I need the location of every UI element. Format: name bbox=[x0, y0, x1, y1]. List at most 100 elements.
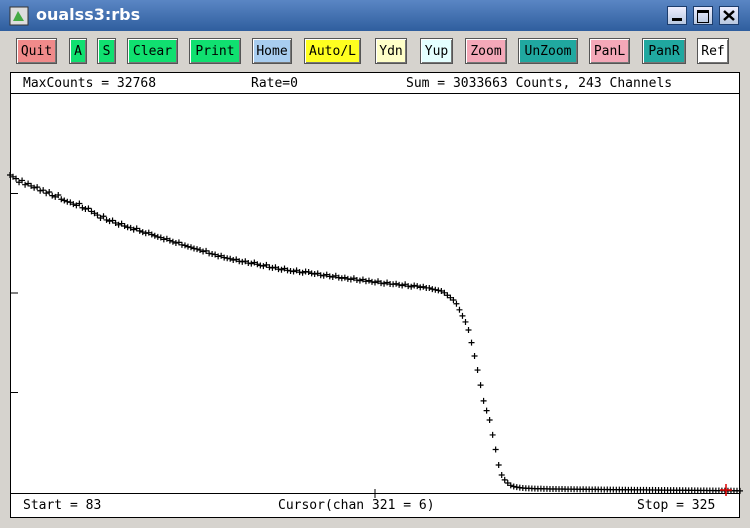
toolbar-button[interactable]: Auto/L bbox=[304, 38, 361, 64]
data-point bbox=[344, 275, 351, 282]
data-point bbox=[396, 281, 403, 288]
data-point bbox=[160, 236, 167, 243]
data-point bbox=[263, 261, 270, 268]
data-point bbox=[215, 253, 222, 260]
toolbar-button[interactable]: UnZoom bbox=[518, 38, 578, 64]
data-point bbox=[88, 208, 95, 215]
data-point bbox=[299, 269, 306, 276]
toolbar-button[interactable]: Quit bbox=[16, 38, 57, 64]
data-point bbox=[329, 274, 336, 281]
data-point bbox=[450, 296, 457, 303]
data-point bbox=[353, 277, 360, 284]
data-point bbox=[206, 250, 213, 257]
toolbar-button[interactable]: A bbox=[69, 38, 87, 64]
data-point bbox=[296, 269, 303, 276]
plot-area bbox=[10, 93, 740, 494]
data-point bbox=[408, 283, 415, 290]
data-point bbox=[34, 184, 41, 191]
data-point bbox=[737, 487, 743, 494]
status-text: Start = 83 bbox=[23, 498, 102, 513]
toolbar-button[interactable]: Home bbox=[252, 38, 292, 64]
data-point bbox=[459, 312, 466, 319]
data-point bbox=[85, 205, 92, 212]
toolbar-button[interactable]: Ydn bbox=[375, 38, 407, 64]
data-point bbox=[414, 283, 421, 290]
data-point bbox=[178, 241, 185, 248]
toolbar-button[interactable]: Zoom bbox=[465, 38, 507, 64]
data-point bbox=[239, 258, 246, 265]
data-point bbox=[115, 221, 122, 228]
data-point bbox=[248, 260, 255, 267]
minimize-button[interactable] bbox=[667, 6, 687, 25]
data-point bbox=[31, 184, 38, 191]
data-point bbox=[320, 272, 327, 279]
data-point bbox=[97, 214, 104, 221]
data-point bbox=[52, 193, 59, 200]
window-title: oualss3:rbs bbox=[36, 5, 141, 24]
data-point bbox=[136, 227, 143, 234]
data-point bbox=[420, 283, 427, 290]
data-point bbox=[175, 239, 182, 246]
close-button[interactable] bbox=[719, 6, 739, 25]
data-point bbox=[154, 233, 161, 240]
data-point bbox=[447, 294, 454, 301]
data-point bbox=[486, 416, 493, 423]
data-point bbox=[109, 217, 116, 224]
data-point bbox=[257, 262, 264, 269]
data-point bbox=[106, 218, 113, 225]
data-point bbox=[474, 367, 481, 374]
data-point bbox=[25, 180, 32, 187]
data-point bbox=[287, 267, 294, 274]
data-point bbox=[293, 267, 300, 274]
status-text: Cursor(chan 321 = 6) bbox=[278, 498, 435, 513]
toolbar-button[interactable]: Ref bbox=[697, 38, 729, 64]
data-point bbox=[498, 471, 505, 478]
data-point bbox=[426, 284, 433, 291]
data-point bbox=[489, 431, 496, 438]
data-point bbox=[471, 352, 478, 359]
data-point bbox=[314, 270, 321, 277]
toolbar-button[interactable]: Yup bbox=[420, 38, 453, 64]
cursor-marker bbox=[720, 484, 732, 496]
data-point bbox=[70, 201, 77, 208]
status-text: Rate=0 bbox=[251, 76, 298, 91]
data-point bbox=[227, 255, 234, 262]
status-text: Stop = 325 bbox=[637, 498, 716, 513]
data-point bbox=[323, 271, 330, 278]
data-point bbox=[492, 446, 499, 453]
toolbar-button[interactable]: PanL bbox=[589, 38, 630, 64]
data-point bbox=[281, 265, 288, 272]
data-point bbox=[278, 266, 285, 273]
maximize-button[interactable] bbox=[693, 6, 713, 25]
data-point bbox=[384, 279, 391, 286]
data-point bbox=[163, 235, 170, 242]
data-point bbox=[133, 225, 140, 232]
data-point bbox=[402, 281, 409, 288]
data-point bbox=[55, 192, 62, 199]
data-point bbox=[266, 264, 273, 271]
data-point bbox=[311, 270, 318, 277]
data-point bbox=[19, 177, 26, 184]
data-point bbox=[236, 258, 243, 265]
data-point bbox=[218, 252, 225, 259]
toolbar-button[interactable]: Clear bbox=[127, 38, 178, 64]
data-point bbox=[64, 198, 71, 205]
toolbar-button[interactable]: PanR bbox=[642, 38, 686, 64]
status-text: Sum = 3033663 Counts, 243 Channels bbox=[406, 76, 673, 91]
data-point bbox=[441, 289, 448, 296]
data-point bbox=[233, 256, 240, 263]
data-point bbox=[43, 190, 50, 197]
data-point bbox=[254, 261, 261, 268]
data-point bbox=[335, 274, 342, 281]
data-point bbox=[194, 246, 201, 253]
data-point bbox=[305, 269, 312, 276]
data-point bbox=[444, 292, 451, 299]
data-point bbox=[200, 248, 207, 255]
data-point bbox=[456, 306, 463, 313]
data-point bbox=[197, 247, 204, 254]
toolbar-button[interactable]: Print bbox=[189, 38, 241, 64]
data-point bbox=[477, 382, 484, 389]
data-point bbox=[453, 300, 460, 307]
status-text: MaxCounts = 32768 bbox=[23, 76, 157, 91]
toolbar-button[interactable]: S bbox=[97, 38, 116, 64]
